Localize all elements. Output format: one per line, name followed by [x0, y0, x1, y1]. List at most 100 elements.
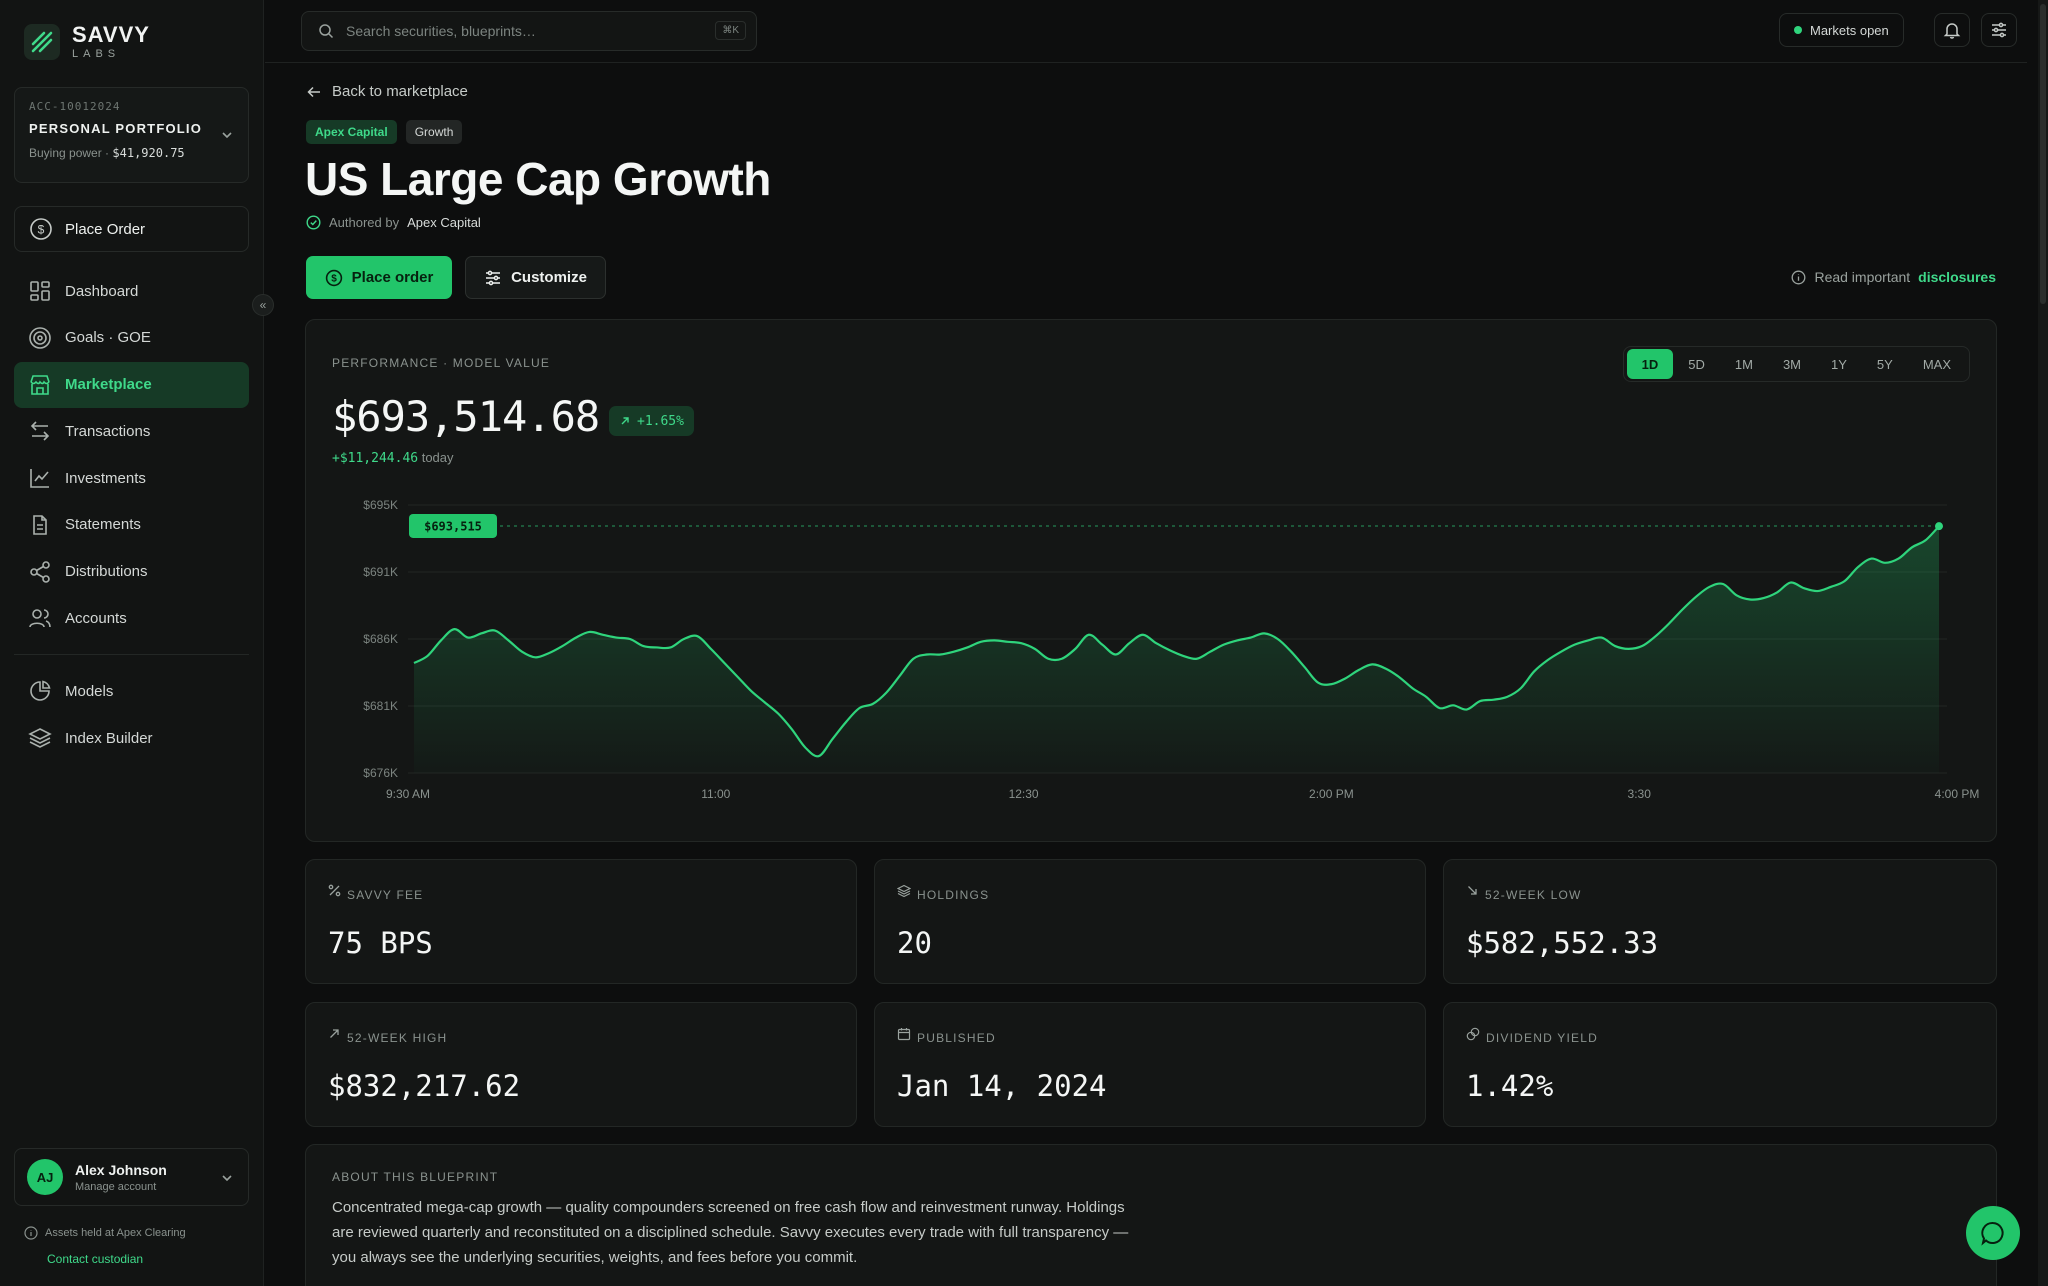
- sidebar-item-transactions[interactable]: Transactions: [14, 408, 249, 454]
- brand-name: SAVVY: [72, 22, 150, 47]
- change-amount: +$11,244.46: [332, 451, 419, 466]
- sidebar-item-statements[interactable]: Statements: [14, 502, 249, 548]
- range-5d[interactable]: 5D: [1688, 356, 1705, 372]
- sidebar-item-accounts[interactable]: Accounts: [14, 595, 249, 641]
- search-icon: [318, 23, 334, 39]
- author-line: Authored by Apex Capital: [306, 215, 481, 230]
- custody-text: Assets held at Apex Clearing: [45, 1227, 186, 1239]
- sidebar-item-label: Accounts: [65, 609, 127, 627]
- stat-label: 52-WEEK HIGH: [347, 1031, 448, 1045]
- sliders-icon: [484, 269, 502, 287]
- page-scrollbar[interactable]: [2038, 0, 2048, 1286]
- sidebar-item-index-builder[interactable]: Index Builder: [14, 715, 249, 761]
- chat-button[interactable]: [1966, 1206, 2020, 1260]
- scrollbar-thumb[interactable]: [2040, 4, 2046, 304]
- sidebar-item-dashboard[interactable]: Dashboard: [14, 268, 249, 314]
- market-status-text: Markets open: [1810, 22, 1889, 38]
- share-icon: [28, 560, 52, 584]
- range-1y[interactable]: 1Y: [1831, 356, 1847, 372]
- daily-change: +$11,244.46 today: [332, 450, 454, 466]
- sidebar-item-models[interactable]: Models: [14, 668, 249, 714]
- sidebar-item-label: Index Builder: [65, 729, 153, 747]
- sidebar-item-distributions[interactable]: Distributions: [14, 549, 249, 595]
- range-5y[interactable]: 5Y: [1876, 356, 1893, 372]
- performance-chart[interactable]: $695K $691K $686K $681K $676K 9:30 AM 11:00 12:…: [306, 480, 1996, 830]
- layers-icon: [28, 726, 52, 750]
- custody-note: Assets held at Apex Clearing: [24, 1226, 186, 1240]
- y-tick-label: $691K: [363, 565, 398, 579]
- stat-label: SAVVY FEE: [347, 888, 424, 902]
- stat-published: PUBLISHED Jan 14, 2024: [874, 1002, 1426, 1127]
- coins-icon: [1466, 1027, 1480, 1041]
- place-order-button[interactable]: $ Place order: [306, 256, 452, 299]
- brand-logo[interactable]: SAVVY LABS: [24, 24, 150, 60]
- tag-author[interactable]: Apex Capital: [306, 120, 397, 144]
- sidebar-item-label: Statements: [65, 516, 141, 534]
- current-value-tag: [409, 513, 497, 538]
- x-tick-label: 9:30 AM: [386, 787, 430, 801]
- sliders-icon: [1990, 21, 2008, 39]
- y-tick-label: $676K: [363, 766, 398, 780]
- sidebar-item-label: Goals · GOE: [65, 329, 151, 347]
- customize-label: Customize: [511, 269, 587, 286]
- range-3m[interactable]: 3M: [1782, 356, 1802, 372]
- y-tick-label: $695K: [363, 498, 398, 512]
- chevron-down-icon: [220, 1171, 234, 1185]
- document-icon: [28, 513, 52, 537]
- arrow-left-icon: [306, 84, 322, 100]
- sidebar-place-order-button[interactable]: $ Place Order: [14, 206, 249, 252]
- settings-button[interactable]: [1981, 13, 2017, 47]
- tag-list: Apex Capital Growth: [306, 120, 463, 144]
- sidebar-item-goals[interactable]: Goals · GOE: [14, 315, 249, 361]
- layers-icon: [897, 884, 911, 898]
- collapse-sidebar-button[interactable]: «: [252, 294, 274, 316]
- account-name: PERSONAL PORTFOLIO: [29, 121, 203, 136]
- account-switcher[interactable]: ACC-10012024 PERSONAL PORTFOLIO Buying p…: [14, 87, 249, 183]
- stat-52-week-low: 52-WEEK LOW $582,552.33: [1443, 859, 1997, 984]
- brand-sub: LABS: [72, 48, 121, 60]
- stat-label: 52-WEEK LOW: [1485, 888, 1582, 902]
- about-label: ABOUT THIS BLUEPRINT: [332, 1170, 499, 1184]
- store-icon: [28, 373, 52, 397]
- svg-text:$: $: [331, 273, 337, 284]
- bell-icon: [1943, 21, 1961, 39]
- sidebar-item-label: Models: [65, 682, 114, 700]
- disclosure-notice: Read important disclosures: [1791, 269, 1996, 285]
- user-menu[interactable]: AJ Alex Johnson Manage account: [14, 1148, 249, 1206]
- search-input[interactable]: [346, 23, 696, 39]
- author-name[interactable]: Apex Capital: [407, 215, 481, 230]
- logo-mark-icon: [24, 24, 60, 60]
- contact-custodian-link[interactable]: Contact custodian: [47, 1252, 144, 1266]
- x-tick-label: 3:30: [1628, 787, 1652, 801]
- disclosures-link[interactable]: disclosures: [1918, 269, 1996, 285]
- disclosure-prefix: Read important: [1814, 269, 1911, 285]
- sidebar-item-investments[interactable]: Investments: [14, 455, 249, 501]
- buying-power: Buying power · $41,920.75: [29, 146, 185, 160]
- stat-value: 75 BPS: [328, 926, 433, 960]
- search-box[interactable]: ⌘K: [301, 11, 757, 51]
- sidebar-nav: Dashboard Goals · GOE Marketplace Transa…: [14, 268, 249, 762]
- series-line: [413, 525, 1940, 758]
- pie-icon: [28, 679, 52, 703]
- range-max[interactable]: MAX: [1922, 356, 1951, 372]
- author-prefix: Authored by: [329, 215, 400, 230]
- tag-category[interactable]: Growth: [405, 120, 463, 144]
- customize-button[interactable]: Customize: [465, 256, 606, 299]
- stat-value: 1.42%: [1466, 1069, 1554, 1103]
- market-status-badge: Markets open: [1779, 13, 1904, 47]
- sidebar-item-marketplace[interactable]: Marketplace: [14, 361, 249, 408]
- nav-divider: [14, 654, 249, 656]
- search-shortcut: ⌘K: [715, 21, 746, 40]
- range-1m[interactable]: 1M: [1734, 356, 1753, 372]
- back-link[interactable]: Back to marketplace: [306, 83, 468, 100]
- stat-label: HOLDINGS: [917, 888, 990, 902]
- stat-52-week-high: 52-WEEK HIGH $832,217.62: [305, 1002, 857, 1127]
- buying-power-value: $41,920.75: [112, 146, 185, 160]
- notifications-button[interactable]: [1934, 13, 1970, 47]
- range-1d[interactable]: 1D: [1626, 349, 1674, 379]
- chart-line-icon: [28, 466, 52, 490]
- sidebar-item-label: Transactions: [65, 422, 151, 440]
- user-name: Alex Johnson: [75, 1161, 167, 1178]
- chevron-down-icon: [220, 128, 234, 142]
- model-value: $693,514.68: [332, 392, 600, 441]
